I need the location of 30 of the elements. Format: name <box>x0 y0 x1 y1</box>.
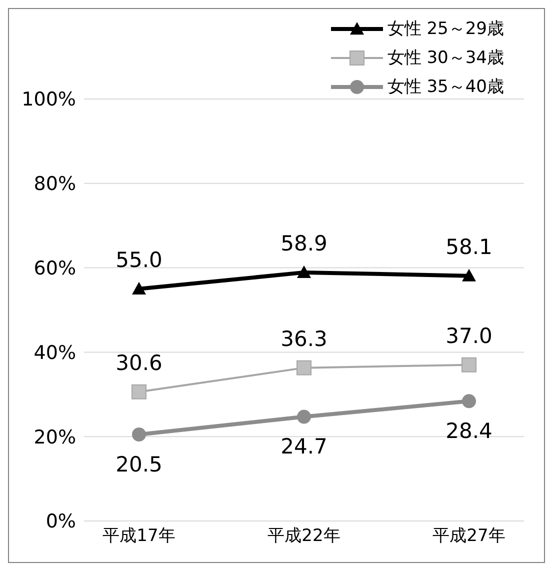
x-tick-label: 平成17年 <box>102 526 176 546</box>
data-label: 58.9 <box>280 231 328 256</box>
y-tick-label: 40% <box>34 342 76 364</box>
point <box>132 282 146 294</box>
y-tick-label: 60% <box>34 258 76 280</box>
y-tick-label: 20% <box>34 426 76 448</box>
data-label: 55.0 <box>116 248 162 272</box>
data-label: 37.0 <box>446 324 492 348</box>
data-label: 58.1 <box>446 234 492 259</box>
y-tick-label: 0% <box>46 510 76 533</box>
data-label: 30.6 <box>116 350 162 375</box>
y-tick-label: 100% <box>22 88 76 111</box>
data-label: 24.7 <box>280 434 328 459</box>
legend-label: 女性 30～34歳 <box>387 47 504 69</box>
point <box>132 384 146 400</box>
legend-label: 女性 25～29歳 <box>387 18 504 40</box>
point <box>297 410 311 424</box>
y-tick-label: 80% <box>34 173 76 196</box>
data-label: 20.5 <box>116 452 162 476</box>
point <box>132 427 146 442</box>
point <box>296 360 312 376</box>
point <box>297 265 311 278</box>
x-tick-label: 平成22年 <box>268 526 340 546</box>
point <box>462 268 476 282</box>
point <box>462 394 476 408</box>
data-label: 28.4 <box>446 419 492 444</box>
legend-label: 女性 35～40歳 <box>387 76 504 98</box>
data-label: 36.3 <box>280 326 328 351</box>
point <box>462 357 476 372</box>
x-tick-label: 平成27年 <box>432 526 506 546</box>
